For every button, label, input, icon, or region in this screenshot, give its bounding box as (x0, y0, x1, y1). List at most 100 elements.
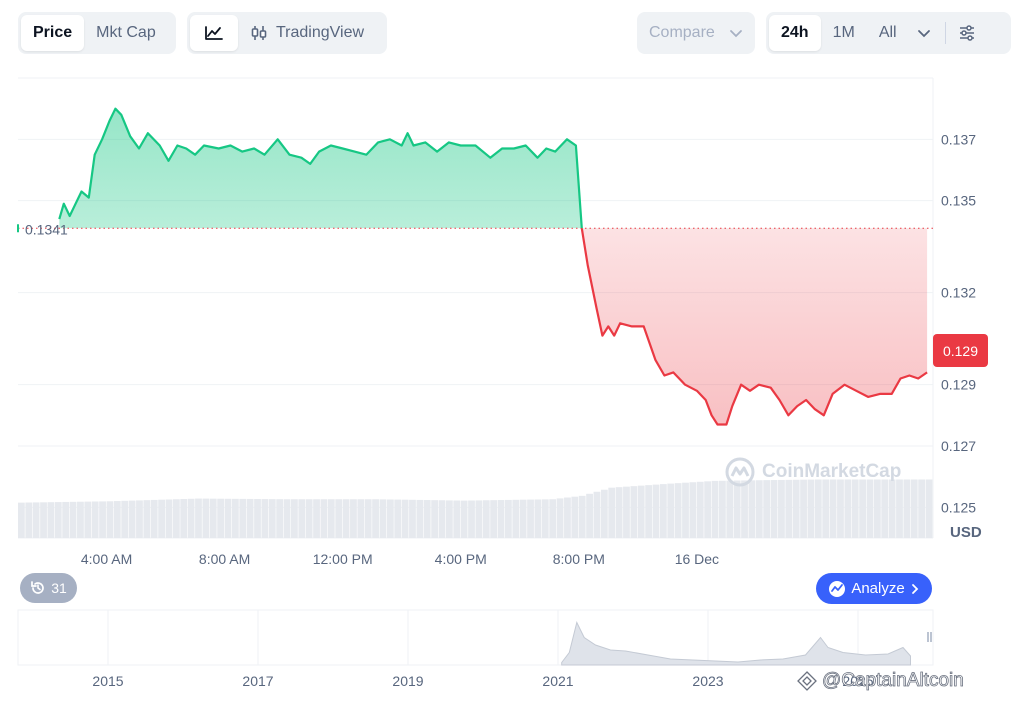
analyze-icon (829, 580, 846, 597)
volume-bar (829, 479, 837, 538)
volume-bar (180, 499, 188, 538)
volume-bar (519, 499, 527, 538)
open-price-label: 0.1341 (25, 221, 68, 237)
currency-label: USD (950, 524, 982, 541)
current-price-badge: 0.129 (933, 334, 988, 367)
volume-bar (195, 498, 202, 538)
volume-bar (69, 501, 77, 538)
volume-bar (401, 499, 409, 538)
x-tick-label: 8:00 AM (199, 551, 250, 567)
volume-bar (202, 498, 210, 538)
price-tab[interactable]: Price (21, 15, 85, 51)
volume-bar (814, 479, 822, 538)
range-more-dropdown[interactable] (909, 15, 939, 51)
gain-area (59, 108, 582, 229)
history-badge[interactable]: 31 (20, 573, 77, 603)
source-credit: @CaptainAltcoin (796, 670, 964, 692)
volume-bar (187, 498, 195, 538)
overview-tick-label: 2025 (842, 673, 873, 689)
volume-bar (608, 487, 616, 538)
mkt-cap-tab[interactable]: Mkt Cap (96, 24, 156, 41)
volume-bar (586, 493, 593, 538)
volume-bar (475, 500, 483, 538)
overview-tick-label: 2021 (542, 673, 573, 689)
range-1m-tab[interactable]: 1M (832, 24, 855, 41)
range-all-tab[interactable]: All (878, 24, 897, 41)
volume-bar (497, 500, 505, 538)
volume-bar (32, 502, 40, 538)
volume-bar (62, 501, 70, 538)
volume-bar (755, 480, 763, 538)
chart-settings-button[interactable] (952, 15, 982, 51)
volume-bar (47, 502, 55, 538)
volume-bar (298, 499, 306, 538)
range-24h-tab[interactable]: 24h (769, 15, 821, 51)
volume-bar (482, 500, 490, 538)
volume-bar (335, 499, 343, 538)
volume-bar (231, 498, 239, 538)
volume-bar (549, 499, 557, 538)
overview-history-area (561, 621, 911, 666)
volume-bar (268, 499, 276, 538)
volume-bar (468, 500, 475, 538)
volume-bar (903, 479, 911, 538)
volume-bar (372, 499, 379, 538)
line-chart-button[interactable] (190, 15, 238, 51)
history-icon (31, 581, 45, 594)
price-mktcap-toggle: Price Mkt Cap (18, 12, 176, 54)
time-range-toggle: 24h 1M All (766, 12, 1011, 54)
volume-bar (571, 496, 579, 538)
toolbar-divider (944, 22, 946, 44)
y-tick-label: 0.135 (941, 193, 976, 209)
loss-area (59, 228, 928, 425)
volume-bar (276, 499, 284, 538)
x-tick-label: 16 Dec (675, 551, 719, 567)
y-tick-label: 0.129 (941, 377, 976, 393)
volume-bar (291, 499, 298, 538)
line-chart-icon (205, 26, 223, 40)
volume-bar (342, 499, 350, 538)
volume-bar (785, 479, 793, 538)
volume-bar (807, 479, 815, 538)
overview-tick-label: 2015 (92, 673, 123, 689)
volume-bar (682, 482, 689, 538)
volume-bar (217, 498, 225, 538)
volume-bar (741, 480, 748, 538)
overview-tick-label: 2017 (242, 673, 273, 689)
tradingview-label: TradingView (276, 24, 365, 41)
volume-bar (792, 479, 800, 538)
overview-tick-label: 2019 (392, 673, 423, 689)
volume-bar (733, 480, 741, 538)
volume-bar (910, 479, 918, 538)
volume-bar (778, 479, 785, 538)
volume-bar (844, 479, 852, 538)
volume-bar (261, 499, 269, 538)
volume-bar (600, 489, 608, 538)
volume-bar (696, 481, 704, 538)
volume-bar (512, 499, 520, 538)
diamond-logo-icon (797, 671, 817, 691)
volume-bar (445, 500, 453, 538)
volume-bar (327, 499, 335, 538)
volume-bar (143, 500, 151, 538)
volume-bar (113, 501, 121, 538)
volume-bar (851, 479, 859, 538)
volume-bar (800, 479, 807, 538)
volume-bar (40, 502, 47, 538)
volume-bar (527, 499, 534, 538)
analyze-label: Analyze (851, 580, 905, 597)
volume-bar (704, 481, 712, 538)
volume-bar (578, 495, 586, 538)
volume-bar (748, 480, 756, 538)
volume-bar (394, 499, 402, 538)
overview-tick-label: 2023 (692, 673, 723, 689)
tradingview-button[interactable]: TradingView (238, 15, 376, 51)
volume-bar (313, 499, 320, 538)
analyze-button[interactable]: Analyze (816, 573, 932, 604)
volume-bar (453, 500, 461, 538)
volume-bar (837, 479, 844, 538)
volume-bar (630, 486, 638, 538)
compare-dropdown[interactable]: Compare (637, 12, 755, 54)
volume-bar (357, 499, 365, 538)
